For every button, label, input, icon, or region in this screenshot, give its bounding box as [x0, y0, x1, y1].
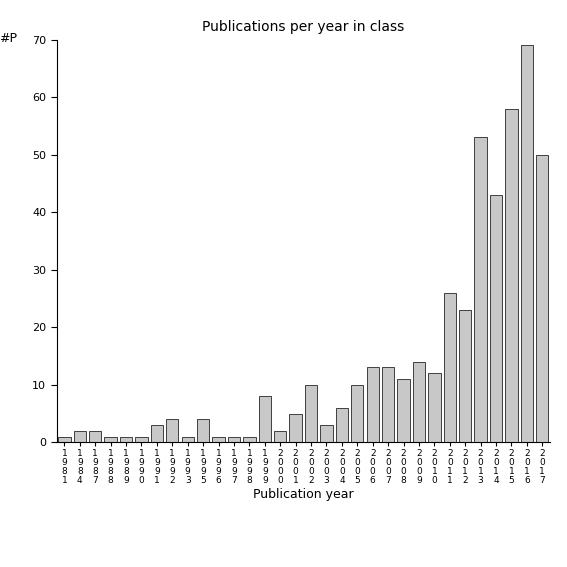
Bar: [104, 437, 117, 442]
Bar: [475, 137, 487, 442]
Bar: [490, 195, 502, 442]
Bar: [197, 419, 209, 442]
Bar: [428, 373, 441, 442]
Bar: [120, 437, 132, 442]
Bar: [181, 437, 194, 442]
Bar: [336, 408, 348, 442]
Bar: [166, 419, 179, 442]
Bar: [259, 396, 271, 442]
Bar: [228, 437, 240, 442]
Bar: [243, 437, 256, 442]
Bar: [74, 431, 86, 442]
Title: Publications per year in class: Publications per year in class: [202, 20, 404, 35]
Bar: [351, 385, 363, 442]
Bar: [89, 431, 101, 442]
Bar: [305, 385, 317, 442]
Bar: [136, 437, 147, 442]
Y-axis label: #P: #P: [0, 32, 17, 45]
Bar: [151, 425, 163, 442]
Bar: [213, 437, 225, 442]
Bar: [459, 310, 471, 442]
Bar: [366, 367, 379, 442]
Bar: [443, 293, 456, 442]
Bar: [274, 431, 286, 442]
Bar: [413, 362, 425, 442]
Bar: [382, 367, 394, 442]
Bar: [320, 425, 333, 442]
Bar: [536, 155, 548, 442]
X-axis label: Publication year: Publication year: [253, 488, 354, 501]
Bar: [521, 45, 533, 442]
Bar: [290, 413, 302, 442]
Bar: [397, 379, 410, 442]
Bar: [505, 109, 518, 442]
Bar: [58, 437, 70, 442]
